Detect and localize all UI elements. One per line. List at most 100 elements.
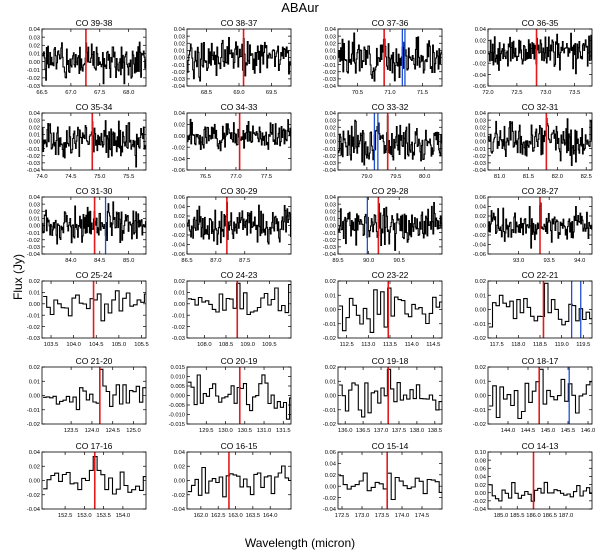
- panel-title: CO 35-34: [76, 102, 113, 112]
- y-tick-label: 0.02: [325, 365, 336, 371]
- y-tick-label: -0.04: [172, 507, 186, 513]
- x-tick-label: 67.0: [65, 90, 76, 96]
- spectrum-panel: CO 29-28 -0.04-0.03-0.02-0.010.000.01 0.02…: [323, 186, 443, 264]
- y-tick-label: -0.03: [172, 77, 185, 83]
- x-axis-label: Wavelength (micron): [244, 536, 356, 550]
- spectrum-line: [489, 368, 592, 420]
- y-tick-label: -0.01: [323, 147, 336, 153]
- x-tick-label: 77.5: [261, 174, 272, 180]
- y-tick-label: 0.02: [325, 125, 336, 131]
- y-tick-label: 0.04: [475, 111, 487, 117]
- y-tick-label: 0.00: [29, 302, 40, 308]
- x-tick-label: 77.0: [230, 174, 241, 180]
- spectrum-line: [43, 290, 146, 322]
- y-tick-label: -0.06: [172, 252, 185, 258]
- y-tick-label: -0.02: [27, 154, 40, 160]
- panel-frame: [41, 280, 147, 339]
- x-tick-label: 113.5: [383, 342, 397, 348]
- x-tick-label: 153.0: [77, 513, 92, 519]
- y-tick-label: 0.02: [29, 43, 40, 49]
- y-tick-label: 0.01: [475, 133, 486, 139]
- y-tick-label: -0.02: [473, 233, 486, 239]
- y-tick-label: -0.04: [172, 84, 186, 90]
- y-tick-label: -0.02: [27, 493, 40, 499]
- panel-frame: [487, 451, 593, 510]
- x-tick-label: 145.5: [561, 428, 576, 434]
- spectrum-panel: CO 37-36 -0.04-0.03-0.02-0.010.000.01 0.02…: [323, 18, 443, 96]
- x-tick-label: 114.0: [405, 342, 419, 348]
- y-tick-label: -0.01: [473, 322, 486, 328]
- spectrum-line: [188, 282, 291, 316]
- y-tick-label: -0.02: [473, 422, 486, 428]
- x-tick-label: 81.0: [494, 174, 505, 180]
- y-tick-label: -0.02: [473, 154, 486, 160]
- y-tick-label: 0.00: [29, 140, 40, 146]
- y-tick-label: 0.01: [29, 379, 40, 385]
- x-tick-label: 72.5: [511, 90, 522, 96]
- x-tick-label: 186.0: [526, 513, 541, 519]
- x-tick-label: 146.0: [581, 428, 596, 434]
- x-tick-label: 71.0: [384, 90, 395, 96]
- x-tick-label: 172.5: [335, 513, 350, 519]
- x-tick-label: 109.0: [240, 342, 255, 348]
- x-tick-label: 114.5: [426, 342, 440, 348]
- spectrum-panel: CO 22-21 -0.02 -0.01 0.00 0.01 0.02 117.5 118.0…: [473, 270, 593, 348]
- y-tick-label: -0.04: [323, 168, 337, 174]
- y-tick-label: 0.02: [174, 464, 185, 470]
- spectrum-panel: CO 16-15 -0.04 -0.02 0.00 0.02 0.04 162.0 162.5…: [172, 441, 292, 519]
- spectrum-panel: CO 24-23 -0.03 -0.02 -0.01 0.00 0.01 0.02 108.0…: [172, 270, 292, 348]
- y-tick-label: -0.04: [323, 507, 337, 513]
- x-tick-label: 73.0: [540, 90, 551, 96]
- y-tick-label: 0.04: [29, 450, 41, 456]
- y-tick-label: 0.01: [325, 49, 336, 55]
- y-tick-label: -0.04: [27, 507, 41, 513]
- y-tick-label: 0.02: [475, 214, 486, 220]
- y-tick-label: 0.04: [174, 27, 186, 33]
- y-tick-label: -0.04: [473, 243, 487, 249]
- x-tick-label: 162.5: [211, 513, 226, 519]
- y-tick-label: -0.04: [473, 507, 487, 513]
- y-tick-label: 0.00: [29, 224, 40, 230]
- panel-title: CO 38-37: [221, 18, 258, 28]
- panel-frame: [487, 366, 593, 425]
- x-tick-label: 73.5: [569, 90, 580, 96]
- panel-frame: [41, 28, 147, 87]
- y-tick-label: -0.02: [27, 422, 40, 428]
- spectrum-line: [339, 368, 442, 418]
- y-tick-label: -0.03: [323, 245, 336, 251]
- x-tick-label: 118.5: [533, 342, 547, 348]
- spectrum-panel: CO 21-20 -0.02 -0.01 0.00 0.01 0.02 123.5 124.0…: [27, 356, 147, 434]
- y-tick-label: 0.06: [325, 450, 336, 456]
- y-tick-label: 0.00: [174, 56, 185, 62]
- y-tick-label: 0.04: [475, 205, 487, 211]
- panel-title: CO 33-32: [372, 102, 409, 112]
- y-tick-label: -0.06: [473, 252, 486, 258]
- spectrum-line: [338, 115, 443, 166]
- x-tick-label: 74.5: [65, 174, 76, 180]
- y-tick-label: -0.04: [473, 73, 487, 79]
- x-tick-label: 138.0: [410, 428, 425, 434]
- y-tick-label: -0.02: [323, 496, 336, 502]
- x-tick-label: 68.0: [123, 90, 134, 96]
- y-tick-label: -0.01: [27, 147, 40, 153]
- x-tick-label: 75.5: [123, 174, 134, 180]
- y-tick-label: 0.00: [29, 479, 40, 485]
- x-tick-label: 86.5: [181, 258, 192, 264]
- y-tick-label: -0.06: [172, 168, 185, 174]
- y-tick-label: -0.02: [27, 238, 40, 244]
- y-tick-label: 0.03: [29, 118, 40, 124]
- x-tick-label: 119.0: [555, 342, 569, 348]
- spectrum-line: [488, 117, 593, 166]
- y-tick-label: 0.01: [325, 379, 336, 385]
- spectrum-panel: CO 15-14 -0.04 -0.02 0.00 0.02 0.04 0.06 172.5 1…: [323, 441, 443, 519]
- x-tick-label: 137.5: [392, 428, 407, 434]
- y-tick-label: 0.06: [174, 195, 185, 201]
- spectrum-line: [188, 465, 291, 498]
- x-tick-label: 67.5: [94, 90, 105, 96]
- y-tick-label: -0.02: [473, 336, 486, 342]
- panel-frame: [41, 451, 147, 510]
- panel-title: CO 22-21: [522, 270, 559, 280]
- x-tick-label: 87.5: [239, 258, 250, 264]
- panel-frame: [186, 196, 292, 255]
- y-tick-label: 0.01: [475, 293, 486, 299]
